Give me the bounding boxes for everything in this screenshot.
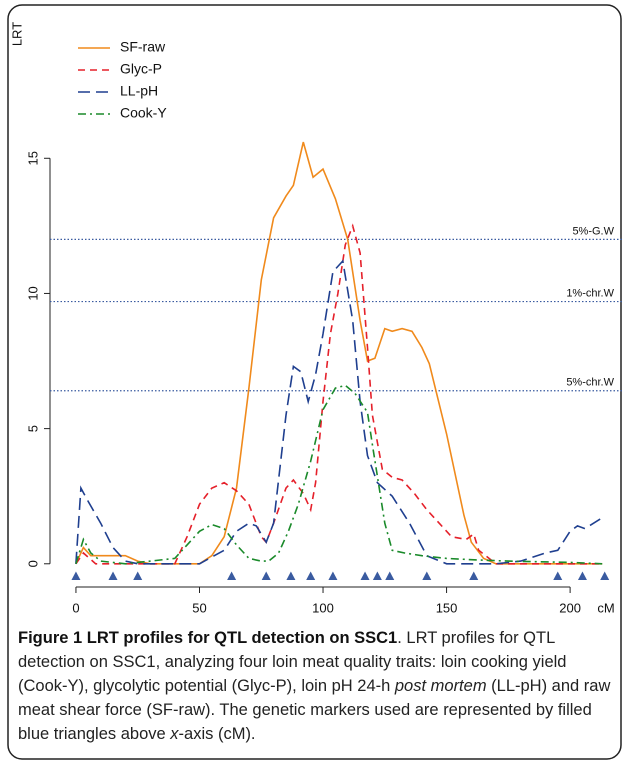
marker-triangle bbox=[108, 571, 118, 580]
caption: Figure 1 LRT profiles for QTL detection … bbox=[18, 626, 616, 746]
y-axis-label: LRT bbox=[9, 22, 24, 46]
caption-title: Figure 1 LRT profiles for QTL detection … bbox=[18, 629, 398, 647]
marker-triangle bbox=[385, 571, 395, 580]
y-tick-label: 5 bbox=[25, 425, 40, 432]
threshold-label: 5%-G.W bbox=[572, 225, 614, 237]
marker-triangle bbox=[360, 571, 370, 580]
x-tick-label: 50 bbox=[192, 600, 206, 615]
y-tick-label: 15 bbox=[25, 151, 40, 165]
series-line bbox=[75, 384, 603, 565]
x-tick-label: 0 bbox=[72, 600, 79, 615]
x-tick-label: 100 bbox=[312, 600, 334, 615]
legend-label: Glyc-P bbox=[120, 61, 162, 77]
marker-triangle bbox=[227, 571, 237, 580]
marker-triangle bbox=[422, 571, 432, 580]
series-line bbox=[75, 259, 603, 565]
marker-triangle bbox=[553, 571, 563, 580]
marker-triangle bbox=[577, 571, 587, 580]
caption-text: -axis (cM). bbox=[178, 725, 256, 743]
x-axis-label: cM bbox=[597, 600, 614, 615]
caption-text: (LL-pH) and raw meat shear force (SF-raw… bbox=[18, 677, 611, 743]
marker-triangle bbox=[133, 571, 143, 580]
legend-label: Cook-Y bbox=[120, 105, 167, 121]
threshold-label: 5%-chr.W bbox=[566, 377, 614, 389]
marker-triangle bbox=[328, 571, 338, 580]
series-line bbox=[75, 141, 603, 565]
series-line bbox=[75, 223, 603, 565]
marker-triangle bbox=[71, 571, 81, 580]
marker-triangle bbox=[600, 571, 610, 580]
y-tick-label: 10 bbox=[25, 286, 40, 300]
threshold-label: 1%-chr.W bbox=[566, 287, 614, 299]
marker-triangle bbox=[286, 571, 296, 580]
y-tick-label: 0 bbox=[25, 560, 40, 567]
caption-text: x bbox=[170, 725, 179, 743]
marker-triangle bbox=[372, 571, 382, 580]
x-tick-label: 150 bbox=[436, 600, 458, 615]
marker-triangle bbox=[261, 571, 271, 580]
marker-triangle bbox=[469, 571, 479, 580]
legend-label: SF-raw bbox=[120, 39, 166, 55]
legend-label: LL-pH bbox=[120, 83, 158, 99]
frame bbox=[7, 4, 622, 760]
marker-triangle bbox=[306, 571, 316, 580]
x-tick-label: 200 bbox=[559, 600, 581, 615]
caption-text: . LRT profiles for QTL detection on SSC1… bbox=[18, 629, 567, 695]
caption-text: post mortem bbox=[394, 677, 487, 695]
